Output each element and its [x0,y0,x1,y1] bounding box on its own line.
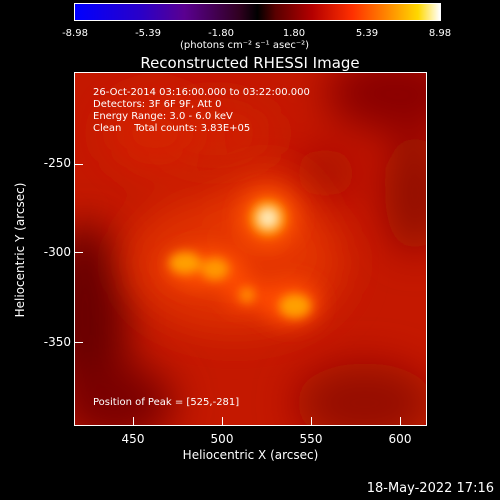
xtick-mark [222,417,223,425]
info-detectors: Detectors: 3F 6F 9F, Att 0 [93,99,222,110]
sources-core [169,201,311,318]
dark-regions [75,73,426,425]
ytick-label: -350 [43,335,71,349]
ytick-mark [75,252,83,253]
x-axis-label: Heliocentric X (arcsec) [182,448,319,462]
colorbar-tick: 8.98 [428,28,452,39]
colorbar-ticks: -8.98 -5.39 -1.80 1.80 5.39 8.98 [0,0,500,40]
colorbar-tick: 1.80 [282,28,306,39]
xtick-mark [311,417,312,425]
xtick-label: 550 [299,432,323,446]
y-axis-label: Heliocentric Y (arcsec) [13,182,27,318]
xtick-label: 500 [210,432,234,446]
xtick-mark [133,417,134,425]
timestamp: 18-May-2022 17:16 [366,481,494,496]
colorbar-unit: (photons cm⁻² s⁻¹ asec⁻²) [180,40,310,51]
rhessi-image: 26-Oct-2014 03:16:00.000 to 03:22:00.000… [74,72,427,426]
ytick-mark [75,164,83,165]
colorbar-tick: 5.39 [355,28,379,39]
ytick-mark [75,342,83,343]
colorbar-tick: -1.80 [208,28,234,39]
xtick-label: 450 [121,432,145,446]
plot-title: Reconstructed RHESSI Image [140,54,360,72]
rhessi-image-svg [75,73,426,425]
xtick-label: 600 [388,432,412,446]
ytick-label: -300 [43,245,71,259]
peak-position: Position of Peak = [525,-281] [93,397,240,408]
colorbar-tick: -5.39 [135,28,161,39]
info-total-counts: Clean Total counts: 3.83E+05 [93,123,251,134]
colorbar-tick: -8.98 [62,28,88,39]
info-energy-range: Energy Range: 3.0 - 6.0 keV [93,111,233,122]
info-time-range: 26-Oct-2014 03:16:00.000 to 03:22:00.000 [93,87,310,98]
colorbar [74,3,441,21]
ytick-label: -250 [43,156,71,170]
xtick-mark [400,417,401,425]
